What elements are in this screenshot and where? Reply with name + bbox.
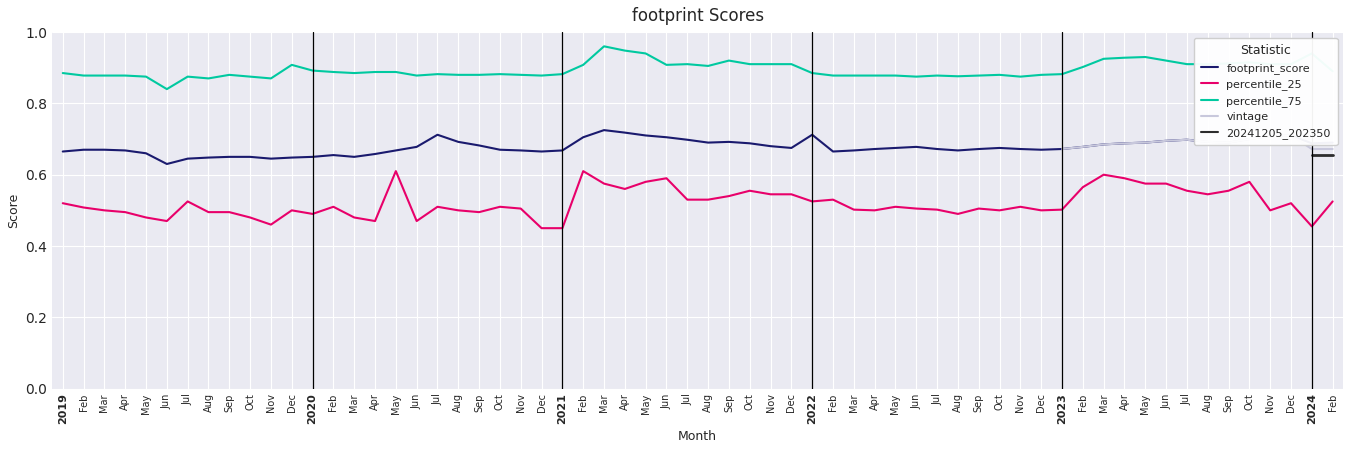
percentile_75 (1324, 68, 1341, 74)
20241205_202350 (1304, 153, 1320, 158)
Line: vintage: vintage (1062, 135, 1332, 149)
percentile_25 (387, 168, 404, 174)
vintage (1282, 133, 1299, 138)
footprint_score (159, 161, 176, 166)
footprint_score (595, 127, 612, 133)
vintage (1075, 144, 1091, 149)
20241205_202350 (1324, 153, 1341, 158)
percentile_75 (409, 73, 425, 78)
footprint_score (325, 153, 342, 158)
percentile_75 (1200, 62, 1216, 67)
vintage (1158, 138, 1174, 144)
percentile_25 (721, 194, 737, 199)
percentile_75 (325, 69, 342, 75)
percentile_75 (159, 86, 176, 92)
X-axis label: Month: Month (678, 430, 717, 443)
percentile_25 (1200, 192, 1216, 197)
vintage (1137, 140, 1153, 145)
vintage (1200, 139, 1216, 144)
percentile_75 (867, 73, 883, 78)
percentile_75 (54, 70, 70, 76)
Y-axis label: Score: Score (7, 193, 20, 228)
Line: percentile_75: percentile_75 (62, 46, 1332, 89)
vintage (1116, 140, 1133, 146)
percentile_25 (533, 225, 549, 231)
Title: footprint Scores: footprint Scores (632, 7, 764, 25)
footprint_score (1200, 139, 1216, 144)
percentile_75 (721, 58, 737, 63)
footprint_score (180, 156, 196, 162)
percentile_25 (1324, 199, 1341, 204)
vintage (1096, 142, 1112, 147)
vintage (1304, 146, 1320, 152)
percentile_25 (867, 207, 883, 213)
percentile_75 (595, 44, 612, 49)
vintage (1179, 137, 1195, 143)
footprint_score (409, 144, 425, 149)
percentile_25 (305, 211, 321, 216)
Line: percentile_25: percentile_25 (62, 171, 1332, 228)
percentile_25 (409, 218, 425, 224)
footprint_score (867, 146, 883, 152)
footprint_score (1324, 140, 1341, 145)
footprint_score (721, 139, 737, 144)
percentile_25 (159, 218, 176, 224)
Line: footprint_score: footprint_score (62, 130, 1332, 164)
vintage (1241, 136, 1257, 142)
Legend: footprint_score, percentile_25, percentile_75, vintage, 20241205_202350: footprint_score, percentile_25, percenti… (1195, 38, 1338, 145)
percentile_25 (54, 201, 70, 206)
vintage (1220, 140, 1237, 145)
vintage (1324, 146, 1341, 152)
percentile_75 (180, 74, 196, 79)
vintage (1262, 134, 1278, 139)
footprint_score (54, 149, 70, 154)
vintage (1054, 146, 1071, 152)
